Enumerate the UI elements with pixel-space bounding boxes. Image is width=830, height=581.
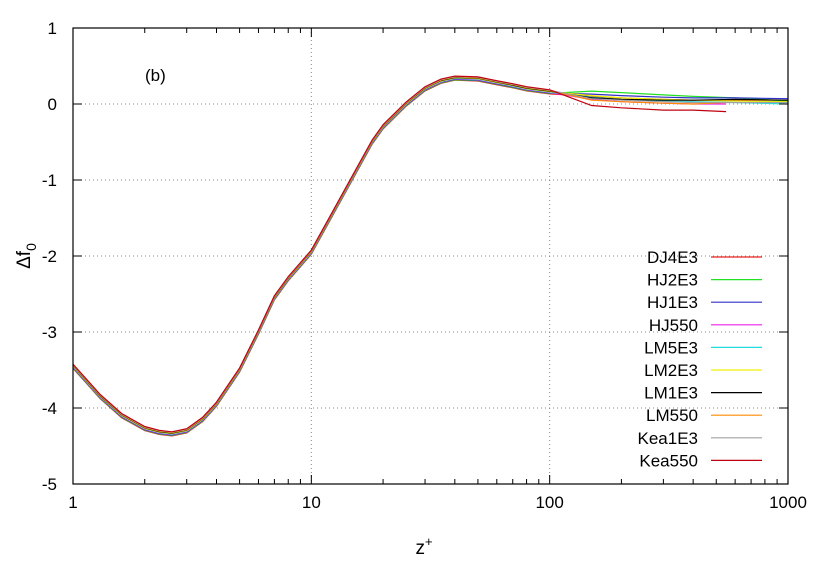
x-tick-label: 100 bbox=[535, 493, 563, 512]
y-tick-label: 1 bbox=[48, 19, 57, 38]
x-tick-label: 1 bbox=[68, 493, 77, 512]
panel-annotation: (b) bbox=[145, 66, 166, 85]
x-axis-title-sup: + bbox=[425, 534, 433, 549]
y-tick-label: -1 bbox=[42, 171, 57, 190]
legend-label: Kea1E3 bbox=[638, 429, 699, 448]
series-line-lm550 bbox=[72, 76, 727, 434]
legend-label: HJ1E3 bbox=[647, 293, 698, 312]
series-line-hj550 bbox=[72, 78, 727, 436]
y-tick-label: -5 bbox=[42, 475, 57, 494]
x-tick-label: 10 bbox=[302, 493, 321, 512]
x-tick-label: 1000 bbox=[769, 493, 807, 512]
x-axis-title: z+ bbox=[415, 534, 432, 559]
legend-label: DJ4E3 bbox=[647, 248, 698, 267]
series-line-kea550 bbox=[72, 75, 727, 433]
legend-label: LM550 bbox=[646, 406, 698, 425]
y-tick-label: -2 bbox=[42, 247, 57, 266]
legend-label: LM2E3 bbox=[644, 361, 698, 380]
y-axis-title-main: Δf bbox=[14, 250, 35, 269]
y-axis-title-sub: 0 bbox=[23, 243, 39, 251]
legend-label: HJ550 bbox=[649, 316, 698, 335]
y-axis-title: Δf0 bbox=[14, 243, 39, 269]
curve-layer bbox=[72, 75, 789, 437]
y-tick-label: -3 bbox=[42, 323, 57, 342]
y-tick-label: 0 bbox=[48, 95, 57, 114]
legend: DJ4E3 HJ2E3 HJ1E3 HJ550 LM5E3 LM2E3 LM1E3 LM550… bbox=[638, 248, 762, 470]
legend-label: HJ2E3 bbox=[647, 271, 698, 290]
x-axis-title-main: z bbox=[415, 538, 425, 559]
grid-layer bbox=[73, 28, 788, 484]
legend-label: LM5E3 bbox=[644, 338, 698, 357]
y-tick-label: -4 bbox=[42, 399, 57, 418]
legend-label: LM1E3 bbox=[644, 384, 698, 403]
legend-label: Kea550 bbox=[639, 451, 698, 470]
